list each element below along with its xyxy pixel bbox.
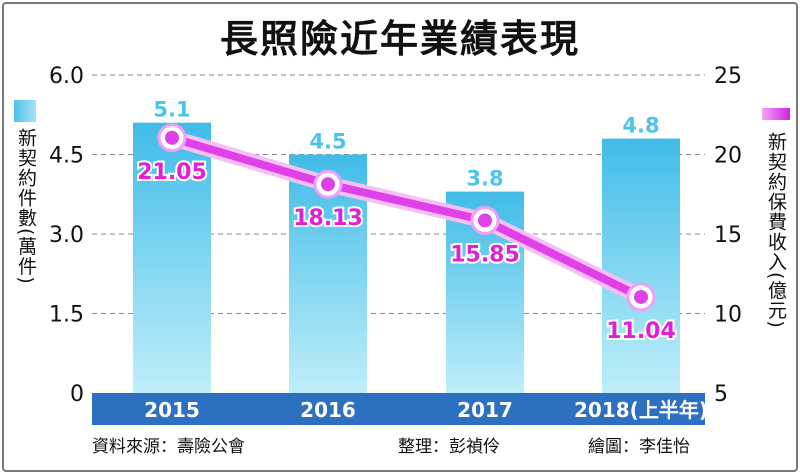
left-axis-label: 新契約件數(萬件) bbox=[15, 128, 37, 285]
left-tick-label: 3.0 bbox=[49, 223, 84, 248]
line-data-label: 21.05 bbox=[137, 160, 207, 185]
left-tick-label: 0 bbox=[70, 382, 84, 407]
right-axis-label: 新契約保費收入(億元) bbox=[765, 132, 787, 329]
left-tick-label: 4.5 bbox=[49, 144, 84, 169]
legend-bar-swatch bbox=[14, 100, 36, 122]
footer-editor: 整理：彭禎伶 bbox=[398, 437, 500, 457]
left-tick-label: 1.5 bbox=[49, 303, 84, 328]
bar-data-label: 5.1 bbox=[153, 98, 190, 122]
footer-source: 資料來源：壽險公會 bbox=[92, 437, 245, 457]
line-point-core bbox=[634, 289, 648, 304]
x-tick-label: 2018(上半年) bbox=[574, 398, 708, 422]
bar-data-label: 3.8 bbox=[466, 167, 503, 191]
legend-line-swatch bbox=[762, 108, 790, 120]
line-data-label: 11.04 bbox=[606, 319, 676, 344]
right-tick-label: 25 bbox=[714, 64, 742, 89]
x-tick-label: 2016 bbox=[300, 398, 356, 422]
line-point-core bbox=[321, 177, 335, 192]
bar-2015 bbox=[133, 122, 211, 393]
right-tick-label: 10 bbox=[714, 303, 742, 328]
x-tick-label: 2015 bbox=[144, 398, 200, 422]
bar-data-label: 4.8 bbox=[622, 114, 659, 138]
line-point-core bbox=[478, 213, 492, 228]
line-data-label: 18.13 bbox=[293, 206, 363, 231]
right-tick-label: 20 bbox=[714, 144, 742, 169]
left-tick-label: 6.0 bbox=[49, 64, 84, 89]
line-series bbox=[170, 133, 643, 301]
bar-data-label: 4.5 bbox=[309, 130, 346, 154]
category-band bbox=[92, 393, 705, 425]
line-point-core bbox=[165, 130, 179, 145]
x-tick-label: 2017 bbox=[457, 398, 513, 422]
right-tick-label: 5 bbox=[714, 382, 728, 407]
right-tick-label: 15 bbox=[714, 223, 742, 248]
footer-artist: 繪圖：李佳怡 bbox=[588, 437, 690, 457]
bar-2018(上半年) bbox=[602, 138, 680, 393]
chart-title: 長照險近年業績表現 bbox=[219, 17, 580, 61]
line-data-label: 15.85 bbox=[450, 242, 520, 267]
